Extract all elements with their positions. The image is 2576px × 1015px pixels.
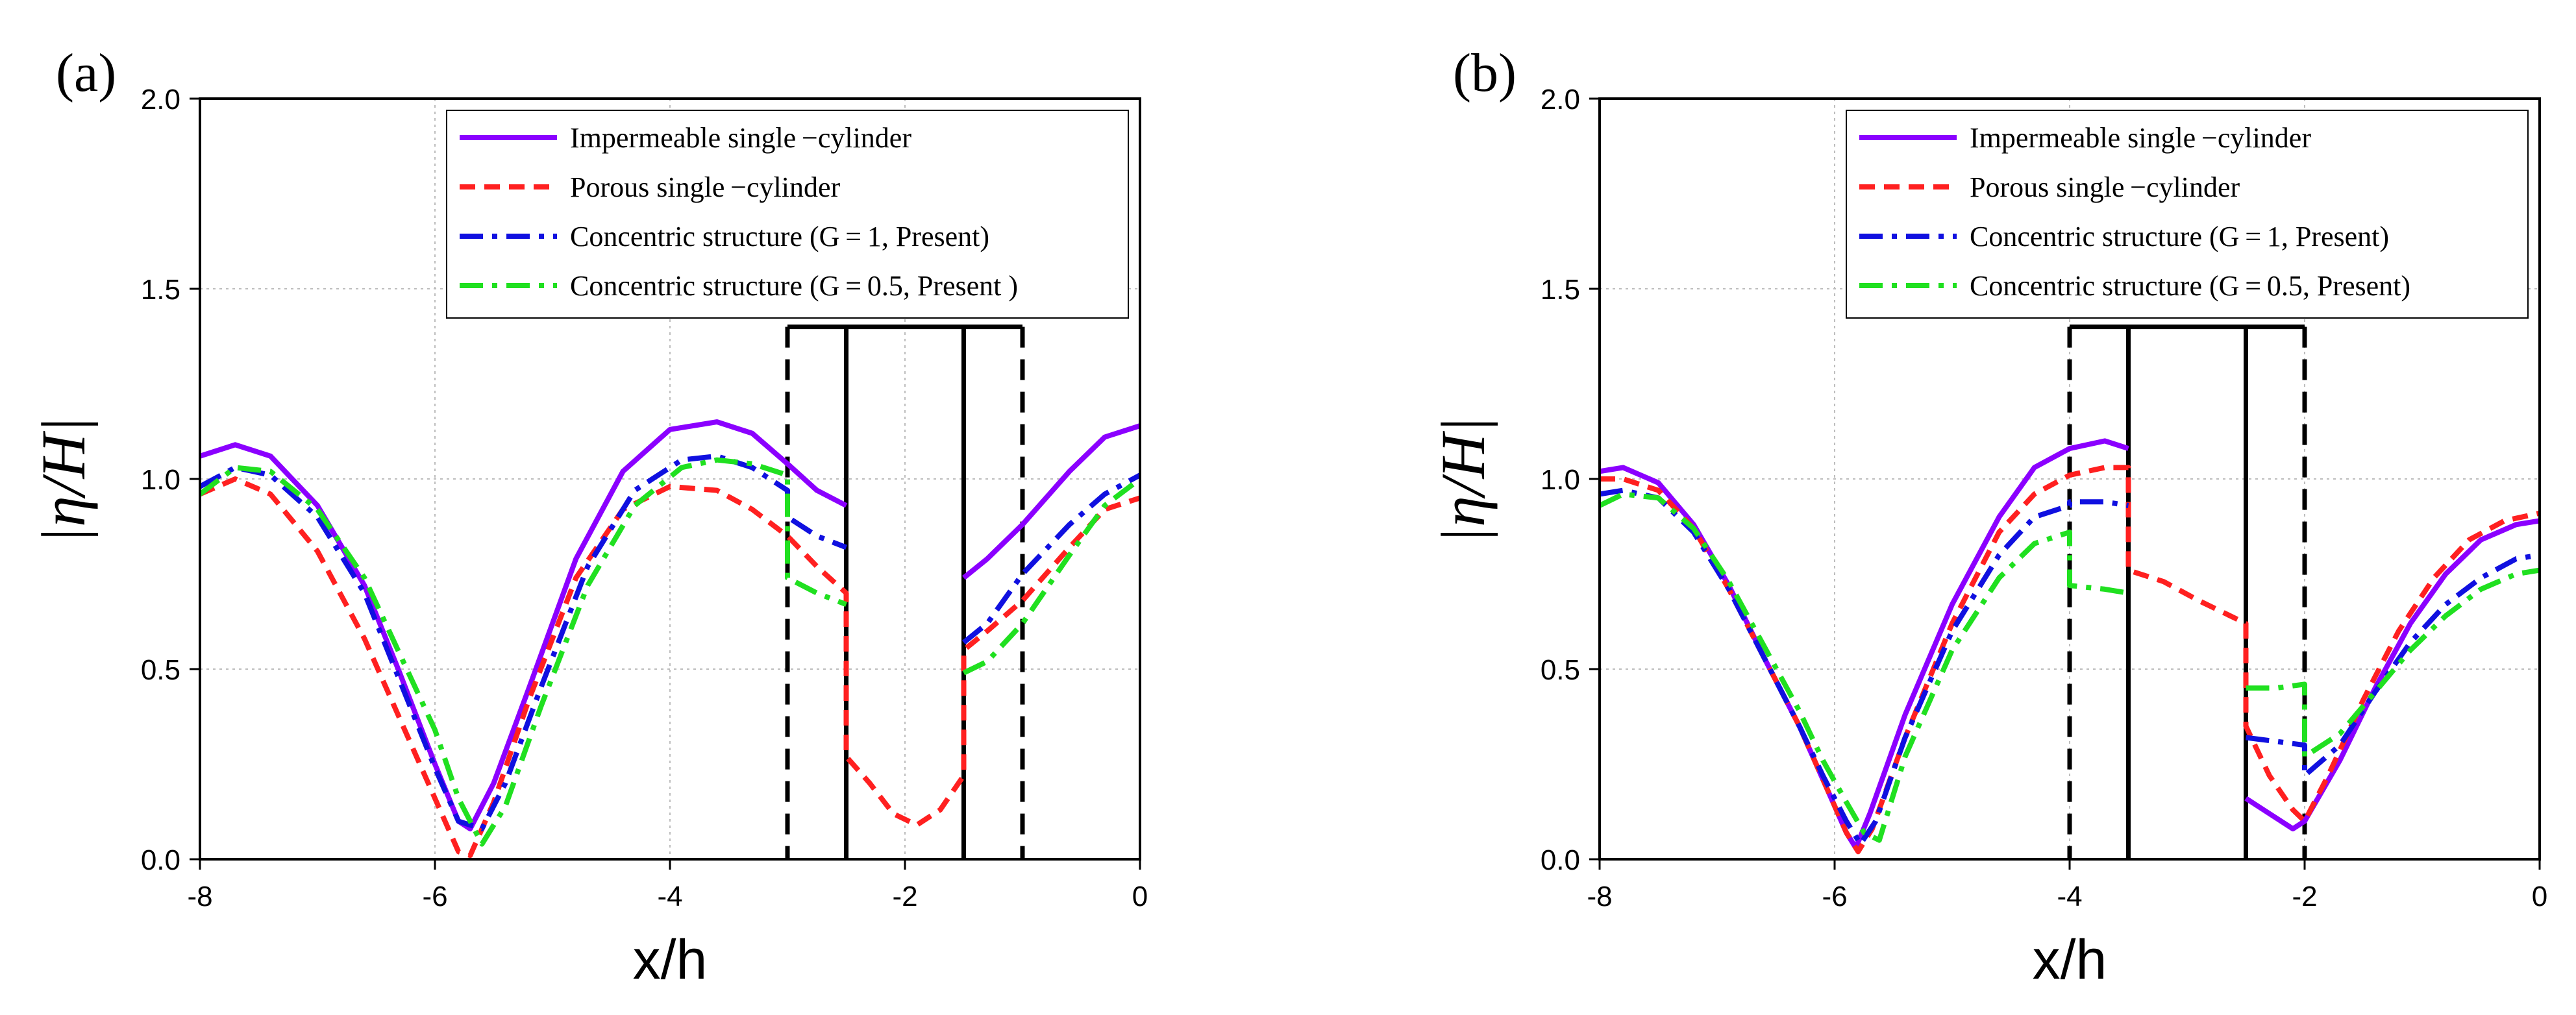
x-tick-label: -8 — [1587, 881, 1612, 912]
x-axis-label-a: x/h — [633, 929, 708, 991]
y-tick-label: 0.5 — [1541, 654, 1580, 686]
series-line-4 — [200, 457, 847, 847]
series-line-1 — [200, 419, 848, 832]
x-tick-label: -2 — [2292, 881, 2317, 912]
legend-label-2: Porous single −cylinder — [1970, 171, 2240, 203]
legend-label-4: Concentric structure (G = 0.5, Present) — [1970, 270, 2410, 302]
x-tick-label: -2 — [892, 881, 917, 912]
series-line-3 — [1600, 487, 2129, 847]
legend: Impermeable single −cylinder Porous singl… — [446, 110, 1129, 319]
series-line-4 — [1600, 491, 2129, 843]
series-layer — [200, 419, 1140, 859]
y-tick-label: 0.0 — [141, 844, 180, 876]
panel-label-a: (a) — [56, 43, 116, 103]
panel-b: (b) |η/H| x/h -8 -6 -4 -2 0 0.0 0.5 1.0 1.5 2.0 Im… — [1428, 43, 2547, 991]
x-axis-label-b: x/h — [2033, 929, 2107, 991]
series-line-2 — [200, 476, 1140, 859]
panel-label-b: (b) — [1453, 43, 1517, 103]
x-tick-label: -6 — [1822, 881, 1847, 912]
series-line-3 — [2245, 552, 2540, 779]
y-tick-label: 1.5 — [141, 274, 180, 306]
x-tick-label: -8 — [187, 881, 212, 912]
legend-box — [1846, 110, 2529, 319]
y-tick-label: 2.0 — [141, 84, 180, 116]
legend-label-3: Concentric structure (G = 1, Present) — [570, 221, 989, 252]
series-line-4 — [962, 476, 1140, 676]
x-tick-label: 0 — [2532, 881, 2547, 912]
y-tick-label: 2.0 — [1541, 84, 1580, 116]
y-tick-label: 1.0 — [141, 464, 180, 496]
legend-box — [446, 110, 1129, 319]
panel-a: (a) |η/H| x/h -8 -6 -4 -2 0 0.0 0.5 1.0 1.5 2.0 Im… — [29, 43, 1148, 991]
legend-label-1: Impermeable single −cylinder — [570, 122, 911, 154]
y-tick-label: 1.0 — [1541, 464, 1580, 496]
legend-label-2: Porous single −cylinder — [570, 171, 840, 203]
series-line-1 — [961, 423, 1140, 580]
series-layer — [1600, 438, 2540, 855]
legend-label-3: Concentric structure (G = 1, Present) — [1970, 221, 2389, 252]
series-line-3 — [200, 453, 847, 832]
y-tick-label: 1.5 — [1541, 274, 1580, 306]
legend-label-1: Impermeable single −cylinder — [1970, 122, 2311, 154]
y-tick-label: 0.0 — [1541, 844, 1580, 876]
y-tick-label: 0.5 — [141, 654, 180, 686]
x-tick-label: -6 — [422, 881, 447, 912]
legend-label-4: Concentric structure (G = 0.5, Present ) — [570, 270, 1018, 302]
x-tick-label: -4 — [657, 881, 682, 912]
y-axis-label-a: |η/H| — [29, 417, 98, 544]
y-axis-label-b: |η/H| — [1428, 417, 1498, 544]
structure-outline — [2067, 324, 2307, 859]
x-tick-label: -4 — [2057, 881, 2082, 912]
series-line-4 — [2246, 567, 2540, 759]
x-tick-label: 0 — [1132, 881, 1148, 912]
series-line-1 — [1600, 438, 2129, 851]
legend: Impermeable single −cylinder Porous singl… — [1846, 110, 2529, 319]
